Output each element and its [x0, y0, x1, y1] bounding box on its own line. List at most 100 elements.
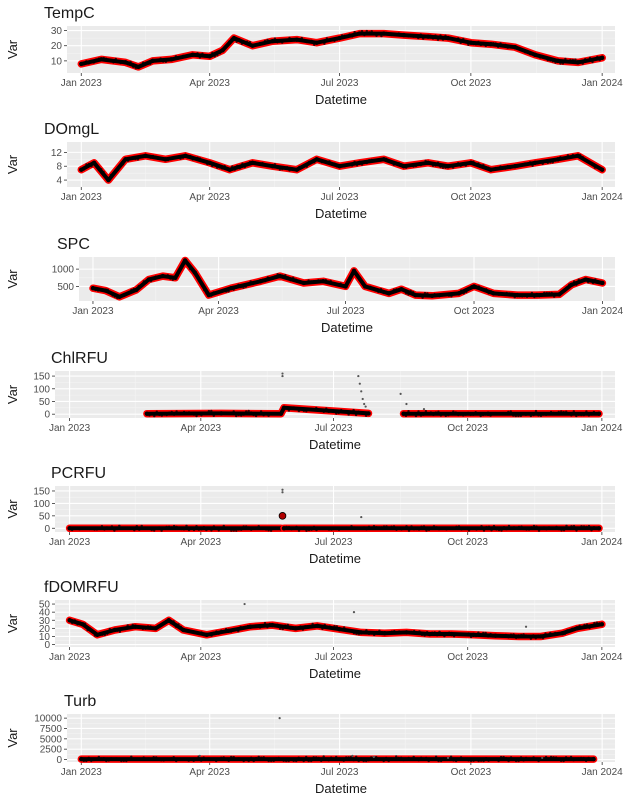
data-point: [412, 35, 415, 38]
data-point: [276, 166, 279, 170]
data-point: [429, 161, 432, 164]
data-point: [250, 160, 255, 165]
data-point: [194, 157, 197, 161]
data-point: [457, 37, 460, 40]
outlier-point: [360, 515, 363, 519]
y-tick-label: 0: [44, 640, 50, 651]
data-point: [269, 412, 273, 415]
data-point: [240, 42, 244, 45]
data-point: [365, 759, 368, 763]
y-axis-label: Var: [5, 154, 20, 174]
data-point: [70, 528, 74, 532]
outlier-point: [357, 374, 360, 378]
x-tick-label: Oct 2023: [454, 306, 495, 317]
data-point: [110, 525, 114, 528]
data-point: [521, 295, 524, 298]
data-point: [422, 413, 425, 416]
data-point: [278, 168, 281, 171]
x-tick-label: Apr 2023: [181, 423, 222, 434]
data-point: [564, 156, 567, 159]
data-point: [273, 163, 277, 166]
data-point: [433, 292, 436, 296]
data-point: [400, 528, 403, 531]
data-point: [158, 413, 161, 417]
data-point: [314, 280, 318, 284]
data-point: [292, 759, 295, 763]
data-point: [337, 528, 341, 531]
data-point: [543, 291, 546, 294]
data-point: [512, 414, 515, 417]
data-point: [323, 623, 326, 626]
data-point: [117, 294, 122, 300]
data-point: [308, 41, 311, 44]
data-point: [243, 41, 246, 44]
data-point: [569, 755, 573, 759]
data-point: [385, 31, 388, 35]
data-point: [512, 526, 516, 529]
series-1: [143, 404, 373, 418]
data-point: [465, 526, 468, 530]
data-point: [420, 756, 423, 759]
data-point: [415, 527, 418, 531]
data-point: [460, 528, 463, 531]
data-point: [91, 630, 94, 633]
data-point: [97, 755, 101, 759]
data-point: [587, 524, 591, 528]
data-point: [170, 410, 173, 414]
data-point: [285, 759, 288, 763]
data-point: [395, 528, 398, 531]
data-point: [360, 30, 364, 33]
data-point: [105, 526, 109, 529]
data-point: [407, 529, 411, 532]
data-point: [289, 279, 292, 282]
data-point: [181, 627, 186, 633]
data-point: [189, 629, 193, 633]
data-point: [283, 166, 286, 169]
x-tick-label: Jan 2023: [72, 306, 114, 317]
data-point: [457, 162, 460, 165]
data-point: [108, 627, 112, 631]
data-point: [471, 632, 476, 638]
data-point: [362, 631, 365, 635]
data-point: [100, 525, 104, 528]
data-point: [562, 529, 566, 532]
data-point: [249, 411, 253, 414]
data-point: [288, 169, 291, 172]
data-point: [538, 634, 543, 639]
y-tick-label: 10000: [34, 714, 62, 725]
data-point: [472, 413, 475, 416]
data-point: [551, 633, 554, 636]
x-tick-label: Jan 2024: [582, 306, 624, 317]
data-point: [434, 34, 437, 37]
data-point: [269, 529, 273, 532]
data-point: [187, 629, 190, 632]
data-point: [292, 527, 296, 530]
data-point: [203, 160, 207, 164]
x-tick-label: Apr 2023: [189, 767, 230, 778]
data-point: [244, 625, 247, 629]
data-point: [254, 625, 257, 628]
data-point: [417, 528, 421, 531]
data-point: [103, 633, 107, 637]
data-point: [561, 157, 565, 160]
data-point: [78, 621, 82, 624]
data-point: [156, 59, 160, 62]
data-point: [196, 274, 199, 278]
y-tick-label: 100: [33, 384, 50, 395]
data-point: [312, 756, 315, 759]
data-point: [557, 528, 561, 531]
data-point: [388, 631, 391, 634]
data-point: [550, 527, 553, 530]
data-point: [591, 281, 595, 285]
data-point: [594, 278, 597, 281]
data-point: [379, 287, 383, 291]
data-point: [407, 410, 410, 413]
data-point: [420, 525, 423, 528]
data-point: [409, 289, 412, 293]
data-point: [494, 42, 497, 45]
x-tick-label: Jul 2023: [315, 537, 353, 548]
data-point: [85, 60, 88, 63]
data-point: [499, 412, 502, 416]
data-point: [98, 527, 101, 530]
data-point: [277, 273, 283, 279]
